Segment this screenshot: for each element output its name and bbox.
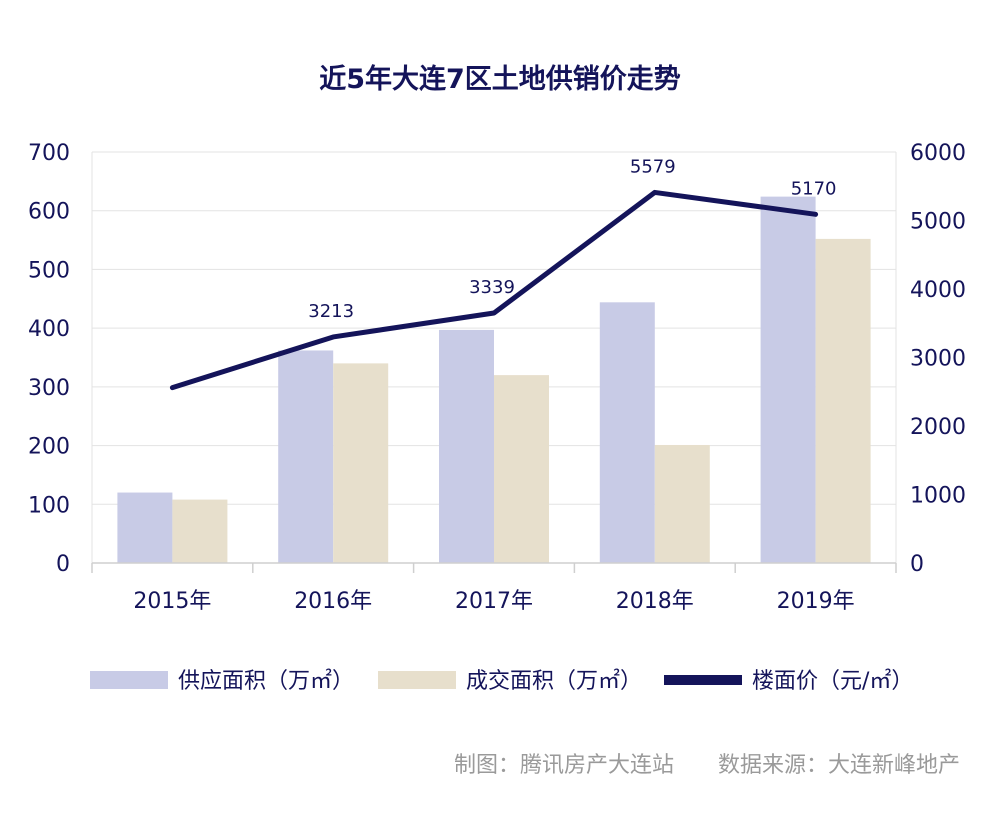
x-tick-label: 2016年 bbox=[294, 589, 372, 614]
price-line-series: 3213 3339 5579 5170 bbox=[169, 156, 837, 391]
legend-supply-swatch bbox=[90, 671, 168, 689]
y-right-tick-label: 6000 bbox=[910, 141, 966, 166]
bar-transaction bbox=[172, 499, 228, 563]
legend-transaction-swatch bbox=[378, 671, 456, 689]
price-data-label: 5579 bbox=[630, 156, 676, 177]
legend-transaction-label: 成交面积（万㎡） bbox=[466, 668, 642, 694]
bar-supply bbox=[278, 350, 334, 563]
x-axis: 2015年 2016年 2017年 2018年 2019年 bbox=[91, 562, 897, 614]
x-tick-label: 2019年 bbox=[777, 589, 855, 614]
y-left-tick-label: 0 bbox=[56, 552, 70, 577]
y-right-tick-label: 4000 bbox=[910, 278, 966, 303]
x-tick-label: 2018年 bbox=[616, 589, 694, 614]
legend-supply-label: 供应面积（万㎡） bbox=[178, 668, 354, 694]
y-left-tick-label: 200 bbox=[28, 435, 70, 460]
y-right-tick-label: 1000 bbox=[910, 484, 966, 509]
y-axis-left: 0 100 200 300 400 500 600 700 bbox=[28, 141, 70, 577]
bar-transaction bbox=[333, 363, 389, 563]
source-note: 制图：腾讯房产大连站 数据来源：大连新峰地产 bbox=[454, 753, 960, 778]
price-line bbox=[169, 189, 819, 391]
y-axis-right: 0 1000 2000 3000 4000 5000 6000 bbox=[910, 141, 966, 577]
y-left-tick-label: 600 bbox=[28, 200, 70, 225]
chart-title: 近5年大连7区土地供销价走势 bbox=[319, 63, 681, 95]
bar-supply bbox=[599, 302, 655, 563]
legend-price-swatch bbox=[664, 675, 742, 685]
price-data-label: 5170 bbox=[791, 178, 837, 199]
price-data-label: 3213 bbox=[308, 301, 354, 322]
y-left-tick-label: 100 bbox=[28, 493, 70, 518]
bar-transaction bbox=[815, 238, 871, 563]
y-right-tick-label: 3000 bbox=[910, 347, 966, 372]
bar-transaction bbox=[654, 444, 710, 563]
legend: 供应面积（万㎡） 成交面积（万㎡） 楼面价（元/㎡） bbox=[90, 668, 913, 694]
price-data-label: 3339 bbox=[469, 277, 515, 298]
y-left-tick-label: 700 bbox=[28, 141, 70, 166]
y-right-tick-label: 2000 bbox=[910, 415, 966, 440]
y-right-tick-label: 0 bbox=[910, 552, 924, 577]
y-left-tick-label: 500 bbox=[28, 258, 70, 283]
bar-supply bbox=[117, 492, 173, 563]
y-left-tick-label: 300 bbox=[28, 376, 70, 401]
legend-price-label: 楼面价（元/㎡） bbox=[752, 668, 913, 694]
bars bbox=[117, 196, 871, 563]
bar-supply bbox=[760, 196, 816, 563]
y-left-tick-label: 400 bbox=[28, 317, 70, 342]
y-right-tick-label: 5000 bbox=[910, 210, 966, 235]
x-tick-label: 2015年 bbox=[133, 589, 211, 614]
x-tick-label: 2017年 bbox=[455, 589, 533, 614]
bar-supply bbox=[439, 329, 494, 563]
bar-transaction bbox=[494, 375, 549, 563]
